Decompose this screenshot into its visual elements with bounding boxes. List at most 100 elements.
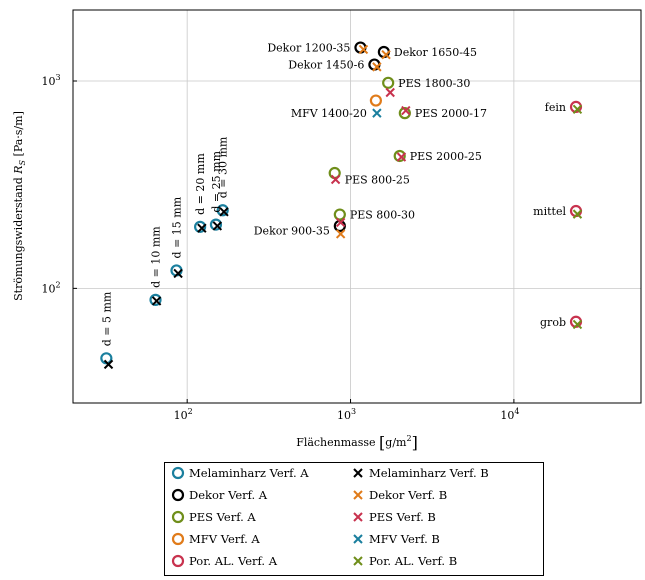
y-axis-label: Strömungswiderstand RS [Pa·s/m]	[12, 111, 27, 301]
point-annotation: Dekor 1450-6	[288, 59, 364, 72]
diameter-annotation: d = 20 mm	[194, 153, 207, 215]
point-annotation: grob	[540, 316, 566, 329]
legend-marker-icon	[171, 532, 185, 546]
legend-marker-icon	[171, 466, 185, 480]
legend-item: Por. AL. Verf. A	[171, 554, 277, 568]
data-point-cross	[572, 319, 583, 330]
legend-marker	[171, 510, 185, 524]
legend-item: Melaminharz Verf. A	[171, 466, 309, 480]
legend-item: Por. AL. Verf. B	[351, 554, 457, 568]
data-point-cross	[381, 49, 391, 60]
x-tick-label: 104	[500, 407, 519, 422]
legend-item: PES Verf. A	[171, 510, 256, 524]
legend-marker-icon	[353, 556, 363, 566]
legend-marker	[353, 534, 363, 544]
data-point-cross	[401, 105, 411, 116]
diameter-annotation: d = 10 mm	[150, 226, 163, 288]
legend-label: Melaminharz Verf. B	[369, 466, 489, 480]
data-point-cross	[396, 152, 407, 162]
x-axis-label: Flächenmasse [g/m2]	[296, 433, 418, 452]
x-tick-label: 103	[337, 407, 356, 422]
data-point-cross	[330, 174, 341, 185]
point-annotation: PES 800-25	[345, 173, 410, 186]
data-point-circle	[194, 220, 207, 233]
annotations: Dekor 1200-35 Dekor 1650-45 Dekor 1450-6 PE…	[100, 42, 566, 347]
legend-label: Dekor Verf. A	[189, 488, 268, 502]
legend-label: MFV Verf. B	[369, 532, 440, 546]
legend-item: PES Verf. B	[351, 510, 436, 524]
data-point-circle	[393, 149, 406, 163]
legend-item: Dekor Verf. A	[171, 488, 267, 502]
point-annotation: Dekor 1200-35	[267, 42, 350, 55]
diameter-annotation: d = 30 mm	[217, 136, 230, 198]
legend-item: Dekor Verf. B	[351, 488, 447, 502]
legend-marker	[171, 488, 185, 502]
plot-frame	[72, 9, 642, 404]
legend-label: Por. AL. Verf. A	[189, 554, 278, 568]
data-point-cross	[173, 268, 183, 279]
y-tick-label: 103	[41, 73, 60, 88]
data-point-cross	[358, 44, 369, 55]
data-point-cross	[372, 62, 382, 72]
legend-marker-icon	[171, 554, 185, 568]
legend-marker	[353, 556, 363, 566]
data-point-cross	[219, 207, 229, 217]
legend-marker-icon	[171, 488, 185, 502]
legend-marker	[171, 554, 185, 568]
diameter-annotation: d = 5 mm	[100, 291, 113, 346]
legend-marker	[353, 512, 363, 522]
diameter-annotation: d = 25 mm	[210, 150, 223, 212]
legend-marker-icon	[171, 510, 185, 524]
point-annotation: PES 2000-17	[415, 107, 487, 120]
y-tick-label: 102	[41, 280, 60, 295]
legend-label: PES Verf. B	[369, 510, 436, 524]
legend-marker-icon	[353, 534, 363, 544]
point-annotation: fein	[545, 101, 566, 114]
data-point-cross	[372, 108, 382, 118]
legend-marker-icon	[353, 512, 363, 522]
legend-marker	[353, 490, 363, 500]
legend-label: Melaminharz Verf. A	[189, 466, 309, 480]
data-point-cross	[572, 104, 583, 115]
data-point-cross	[103, 359, 114, 370]
data-point-circle	[398, 107, 411, 120]
data-point-cross	[572, 209, 583, 219]
data-point-cross	[335, 217, 346, 228]
data-point-circle	[209, 218, 223, 231]
data-marks	[100, 41, 583, 370]
legend-item: MFV Verf. A	[171, 532, 260, 546]
legend-marker	[171, 532, 185, 546]
data-point-circle	[149, 293, 162, 306]
legend-item: Melaminharz Verf. B	[351, 466, 489, 480]
axis-ticks: 102 103 104 102 103	[41, 73, 519, 422]
legend-marker	[353, 468, 363, 478]
legend-marker	[171, 466, 185, 480]
data-point-cross	[335, 229, 346, 239]
point-annotation: Dekor 900-35	[254, 225, 330, 238]
x-tick-label: 102	[174, 407, 193, 422]
legend-item: MFV Verf. B	[351, 532, 440, 546]
data-point-cross	[212, 221, 223, 231]
point-annotation: PES 2000-25	[410, 150, 482, 163]
data-point-circle	[382, 76, 395, 89]
chart-legend: Melaminharz Verf. A Melaminharz Verf. B De…	[164, 462, 544, 576]
data-point-circle	[333, 208, 346, 221]
scatter-chart: 102 103 104 102 103 Dekor 1200-35 Dekor 1650-…	[12, 9, 642, 452]
legend-label: PES Verf. A	[189, 510, 256, 524]
data-point-circle	[216, 204, 229, 217]
grid-lines	[73, 10, 641, 403]
legend-label: Dekor Verf. B	[369, 488, 448, 502]
data-point-cross	[197, 223, 207, 233]
point-annotation: PES 1800-30	[398, 77, 470, 90]
legend-label: Por. AL. Verf. B	[369, 554, 458, 568]
point-annotation: Dekor 1650-45	[394, 46, 477, 59]
legend-marker-icon	[353, 490, 363, 500]
data-point-cross	[385, 87, 395, 98]
diameter-annotation: d = 15 mm	[170, 196, 183, 258]
point-annotation: mittel	[533, 205, 566, 218]
data-point-circle	[369, 94, 383, 107]
legend-marker-icon	[353, 468, 363, 478]
point-annotation: PES 800-30	[350, 209, 415, 222]
point-annotation: MFV 1400-20	[291, 107, 367, 120]
legend-label: MFV Verf. A	[189, 532, 260, 546]
